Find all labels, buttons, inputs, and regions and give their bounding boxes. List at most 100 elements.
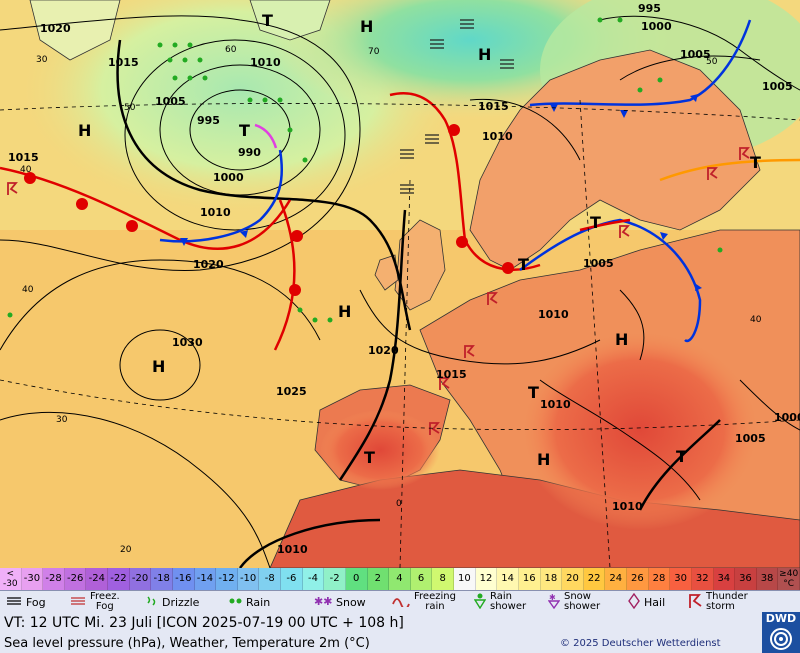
isobar-label: 1005 — [583, 257, 614, 270]
scale-low-end: < -30 — [0, 568, 22, 590]
legend-label: Freez. Fog — [90, 591, 120, 612]
low-pressure-centre: T — [239, 121, 250, 140]
legend-hail: Hail — [628, 591, 665, 613]
scale-cell: 2 — [367, 568, 390, 590]
scale-cell: -24 — [86, 568, 109, 590]
legend-label: Thunder storm — [706, 591, 748, 612]
temperature-label: 20 — [120, 545, 132, 555]
isobar-label: 1005 — [155, 95, 186, 108]
scale-cell: 26 — [627, 568, 649, 590]
thunderstorm-icon — [688, 593, 702, 612]
weather-legend: Fog Freez. Fog Drizzle Rain ✱✱ Snow Free… — [0, 590, 800, 614]
scale-cell: 34 — [713, 568, 736, 590]
temperature-label: 40 — [20, 165, 32, 175]
scale-cell: -28 — [43, 568, 65, 590]
drizzle-icon — [144, 595, 158, 610]
rain-shower-icon — [473, 593, 487, 612]
scale-cell: 20 — [562, 568, 584, 590]
svg-text:✱: ✱ — [549, 593, 556, 602]
fronts — [0, 19, 800, 351]
legend-freezing-rain: Freezing rain — [392, 591, 456, 613]
high-pressure-centre: H — [537, 450, 550, 469]
dwd-logo: DWD — [762, 612, 800, 653]
scale-cell: 38 — [756, 568, 779, 590]
scale-cell: 4 — [389, 568, 411, 590]
isobars — [0, 15, 800, 568]
legend-label: Freezing rain — [414, 591, 456, 612]
legend-label: Hail — [644, 595, 666, 609]
legend-label: Rain — [246, 595, 271, 609]
temperature-label: 40 — [750, 315, 762, 325]
warm-front-symbols — [24, 124, 514, 296]
isobar-label: 1030 — [172, 336, 203, 349]
high-pressure-centre: H — [478, 45, 491, 64]
scale-cell: 36 — [735, 568, 757, 590]
isobar-label: 1010 — [277, 543, 308, 556]
low-pressure-centre: T — [750, 153, 761, 172]
low-pressure-centre: T — [590, 213, 601, 232]
scale-cell: 0 — [345, 568, 368, 590]
thunderstorm-symbols — [7, 147, 750, 435]
scale-cell: 10 — [454, 568, 476, 590]
isobar-label: 1010 — [612, 500, 643, 513]
pressure-centres: H T H H H T H T H T T T T T H — [78, 11, 761, 469]
scale-cell: 12 — [475, 568, 498, 590]
scale-high-end: ≥40 °C — [778, 568, 800, 590]
temperature-label: 30 — [36, 55, 48, 65]
legend-label: Drizzle — [162, 595, 200, 609]
rain-symbols — [7, 17, 723, 323]
scale-cell: -12 — [216, 568, 238, 590]
scale-cell: 14 — [497, 568, 519, 590]
meridians — [0, 99, 800, 568]
isobar-label: 1010 — [200, 206, 231, 219]
rain-icon — [228, 595, 242, 610]
scale-cell: -22 — [108, 568, 130, 590]
isobar-label: 1015 — [436, 368, 467, 381]
scale-cell: -14 — [194, 568, 217, 590]
isobar-label: 1010 — [482, 130, 513, 143]
high-pressure-centre: H — [615, 330, 628, 349]
scale-cell: 8 — [432, 568, 455, 590]
legend-rain-shower: Rain shower — [473, 591, 527, 613]
cold-front-symbols — [180, 94, 702, 291]
high-pressure-centre: H — [360, 17, 373, 36]
valid-time: VT: 12 UTC Mi. 23 Juli [ICON 2025-07-19 … — [4, 615, 404, 631]
isobar-label: 1005 — [680, 48, 711, 61]
isobar-label: 1010 — [538, 308, 569, 321]
scale-cell: -20 — [129, 568, 152, 590]
scale-cell: -16 — [172, 568, 195, 590]
isobar-label: 990 — [238, 146, 261, 159]
isobar-label: 1020 — [368, 344, 399, 357]
svg-text:✱✱: ✱✱ — [314, 595, 332, 608]
temperature-label: 50 — [706, 57, 718, 67]
low-pressure-centre: T — [528, 383, 539, 402]
snow-shower-icon: ✱ — [547, 593, 561, 612]
legend-snow-shower: ✱ Snow shower — [547, 591, 600, 613]
scale-cell: 6 — [410, 568, 433, 590]
fog-symbols — [400, 19, 514, 194]
scale-cell: 22 — [583, 568, 606, 590]
scale-cell: 18 — [540, 568, 563, 590]
isobar-label: 1015 — [8, 151, 39, 164]
legend-label: Rain shower — [490, 591, 527, 612]
freezing-rain-icon — [392, 595, 410, 610]
isobar-label: 1015 — [478, 100, 509, 113]
grid-degree-label: 0 — [396, 499, 402, 509]
legend-thunderstorm: Thunder storm — [688, 591, 748, 613]
temperature-color-scale: < -30 -30 -28 -26 -24 -22 -20 -18 -16 -14 -12 -10 -8-… — [0, 568, 800, 590]
high-pressure-centre: H — [338, 302, 351, 321]
isobar-label: 1020 — [40, 22, 71, 35]
isobar-label: 1025 — [276, 385, 307, 398]
legend-rain: Rain — [228, 591, 270, 613]
scale-cell: -30 — [21, 568, 44, 590]
weather-map: 1020 1015 1005 995 990 1000 1010 1020 10… — [0, 0, 800, 568]
snow-icon: ✱✱ — [314, 594, 332, 611]
scale-cell: 32 — [691, 568, 714, 590]
legend-label: Snow — [336, 595, 366, 609]
legend-freezing-fog: Freez. Fog — [70, 591, 120, 613]
scale-cell: 30 — [670, 568, 692, 590]
isobar-label: 1000 — [213, 171, 244, 184]
scale-cell: 28 — [648, 568, 671, 590]
scale-cell: -2 — [324, 568, 346, 590]
